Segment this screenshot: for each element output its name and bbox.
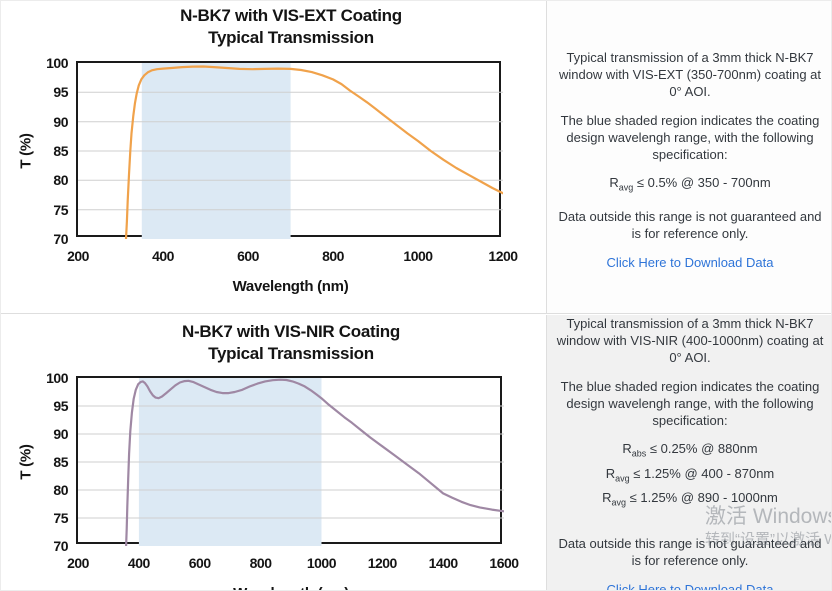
- chart-title: N-BK7 with VIS-NIR Coating Typical Trans…: [78, 321, 504, 365]
- spec-line: Ravg ≤ 0.5% @ 350 - 700nm: [609, 175, 771, 193]
- x-tick-label: 400: [152, 248, 174, 264]
- y-tick-label: 80: [53, 172, 68, 189]
- y-tick-label: 75: [53, 201, 68, 218]
- y-tick-label: 80: [53, 482, 68, 498]
- x-tick-label: 1600: [489, 555, 519, 571]
- plot-area: [75, 375, 504, 546]
- chart-panel-vis-ext: N-BK7 with VIS-EXT Coating Typical Trans…: [1, 1, 547, 313]
- y-tick-label: 95: [53, 84, 68, 101]
- chart-panel-vis-nir: N-BK7 with VIS-NIR Coating Typical Trans…: [1, 315, 547, 590]
- outside-range-note: Data outside this range is not guarantee…: [558, 208, 822, 241]
- info-panel-vis-nir: Typical transmission of a 3mm thick N-BK…: [547, 315, 831, 591]
- x-tick-label: 1200: [488, 248, 518, 264]
- x-tick-label: 1200: [367, 555, 398, 571]
- x-tick-label: 1000: [403, 248, 433, 264]
- chart-title-line1: N-BK7 with VIS-EXT Coating: [180, 6, 402, 25]
- x-tick-label: 200: [67, 248, 89, 264]
- outside-range-note: Data outside this range is not guarantee…: [558, 535, 822, 568]
- x-tick-label: 1000: [306, 555, 337, 571]
- transmission-curve: [124, 64, 503, 239]
- y-tick-label: 85: [53, 454, 68, 470]
- coating-description: Typical transmission of a 3mm thick N-BK…: [558, 50, 822, 100]
- x-tick-label: 600: [188, 555, 211, 571]
- coating-description: Typical transmission of a 3mm thick N-BK…: [556, 316, 824, 366]
- download-data-link[interactable]: Click Here to Download Data: [606, 581, 774, 591]
- row-vis-ext: N-BK7 with VIS-EXT Coating Typical Trans…: [1, 1, 831, 314]
- y-tick-label: 85: [53, 143, 68, 159]
- download-data-link[interactable]: Click Here to Download Data: [606, 254, 774, 270]
- chart-title-line2: Typical Transmission: [208, 344, 374, 363]
- shaded-region-note: The blue shaded region indicates the coa…: [560, 113, 820, 163]
- y-tick-label: 75: [53, 510, 68, 526]
- x-axis-title: Wavelength (nm): [232, 278, 349, 295]
- chart-title: N-BK7 with VIS-EXT Coating Typical Trans…: [78, 5, 504, 49]
- chart-title-line1: N-BK7 with VIS-NIR Coating: [182, 322, 400, 341]
- x-axis-title: Wavelength (nm): [181, 585, 401, 590]
- transmission-curve: [124, 378, 504, 546]
- spec-line: Ravg ≤ 1.25% @ 400 - 870nm: [605, 465, 775, 484]
- x-tick-label: 1400: [428, 555, 459, 571]
- spec-line: Rabs ≤ 0.25% @ 880nm: [622, 441, 758, 459]
- y-tick-label: 100: [46, 55, 68, 71]
- y-tick-label: 95: [53, 398, 68, 414]
- y-tick-label: 90: [53, 426, 68, 442]
- y-tick-label: 90: [53, 113, 68, 130]
- x-tick-label: 600: [237, 248, 259, 264]
- chart-title-line2: Typical Transmission: [208, 28, 374, 47]
- x-tick-label: 200: [67, 555, 89, 571]
- x-tick-label: 400: [127, 555, 150, 571]
- y-tick-label: 70: [53, 538, 68, 554]
- spec-line: Ravg ≤ 1.25% @ 890 - 1000nm: [602, 490, 778, 508]
- x-tick-label: 800: [249, 555, 272, 571]
- spec-block: Rabs ≤ 0.25% @ 880nm Ravg ≤ 1.25% @ 400 -…: [602, 439, 778, 513]
- y-tick-label: 70: [53, 231, 68, 247]
- info-panel-vis-ext: Typical transmission of a 3mm thick N-BK…: [547, 1, 831, 313]
- shaded-region-note: The blue shaded region indicates the coa…: [560, 379, 820, 429]
- row-vis-nir: N-BK7 with VIS-NIR Coating Typical Trans…: [1, 315, 831, 591]
- y-tick-label: 100: [46, 370, 68, 386]
- plot-area: [75, 60, 503, 239]
- x-tick-label: 800: [322, 248, 344, 264]
- spec-block: Ravg ≤ 0.5% @ 350 - 700nm: [609, 173, 770, 198]
